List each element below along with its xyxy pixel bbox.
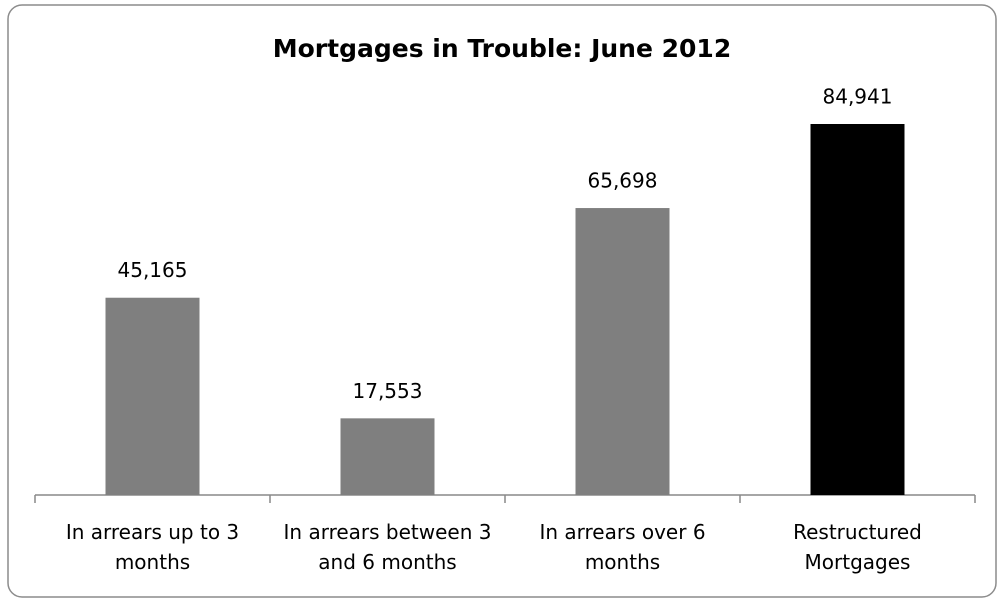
value-label: 17,553 xyxy=(353,379,423,403)
value-label: 84,941 xyxy=(823,85,893,109)
x-tick-label: In arrears between 3 and 6 months xyxy=(283,520,492,574)
chart-frame xyxy=(7,4,997,598)
x-tick-label: In arrears over 6 months xyxy=(539,520,706,574)
bar xyxy=(810,124,905,495)
value-label: 65,698 xyxy=(588,169,658,193)
bar xyxy=(575,208,670,495)
bar xyxy=(340,418,435,495)
x-tick-label: Restructured Mortgages xyxy=(793,520,922,574)
bar xyxy=(105,297,200,495)
value-label: 45,165 xyxy=(118,258,188,282)
x-tick-label: In arrears up to 3 months xyxy=(65,520,240,574)
chart-title: Mortgages in Trouble: June 2012 xyxy=(273,34,731,63)
